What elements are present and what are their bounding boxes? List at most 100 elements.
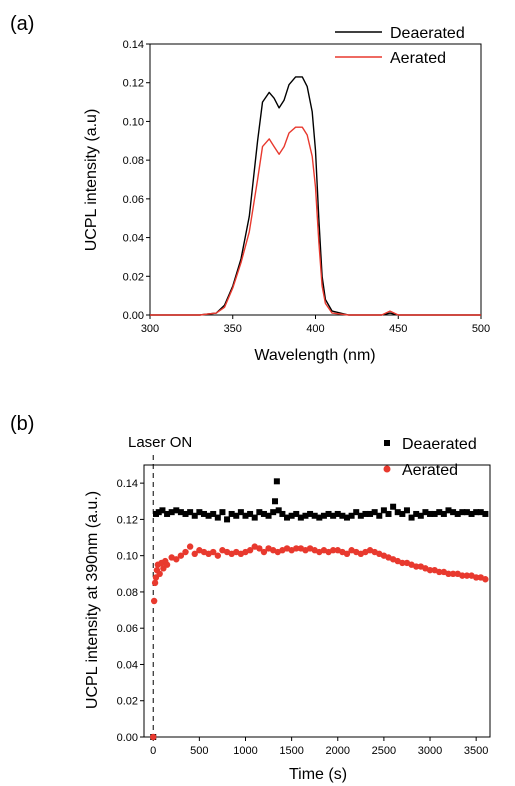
data-point-deaerated xyxy=(348,512,355,519)
data-point-deaerated xyxy=(477,509,484,516)
data-point-deaerated xyxy=(200,510,207,517)
data-point-deaerated xyxy=(214,514,221,521)
panel-a-y-tick-label: 0.02 xyxy=(123,271,144,283)
data-point-deaerated xyxy=(431,510,438,517)
data-point-deaerated xyxy=(228,510,235,517)
panel-a-x-tick-label: 500 xyxy=(472,323,490,335)
panel-b-x-tick-label: 500 xyxy=(190,745,208,757)
panel-b-x-tick-label: 2500 xyxy=(372,745,396,757)
data-point-deaerated xyxy=(473,509,480,516)
data-point-deaerated xyxy=(307,510,314,517)
panel-b-legend-marker-deaerated xyxy=(384,440,390,446)
data-point-deaerated xyxy=(334,510,341,517)
data-point-aerated xyxy=(191,550,198,558)
data-point-deaerated xyxy=(353,509,360,516)
panel-a-label: (a) xyxy=(10,13,34,35)
data-point-aerated xyxy=(293,545,300,552)
data-point-aerated xyxy=(156,570,163,577)
panel-b-y-axis-title: UCPL intensity at 390nm (a.u.) xyxy=(84,491,101,709)
data-point-deaerated xyxy=(168,509,175,516)
panel-b-x-tick-label: 3500 xyxy=(464,745,488,757)
data-point-deaerated xyxy=(270,509,277,516)
panel-b-x-tick-label: 1000 xyxy=(233,745,257,757)
data-point-deaerated xyxy=(297,514,304,521)
data-point-aerated xyxy=(246,547,254,554)
panel-b-legend-label-aerated: Aerated xyxy=(402,462,458,479)
data-point-deaerated xyxy=(311,512,318,519)
data-point-deaerated xyxy=(427,510,434,517)
data-point-aerated xyxy=(151,579,159,587)
data-point-deaerated xyxy=(371,509,378,516)
panel-a-y-tick-label: 0.14 xyxy=(123,39,144,51)
panel-b-x-tick-label: 3000 xyxy=(418,745,442,757)
data-point-deaerated xyxy=(320,512,327,519)
data-point-deaerated xyxy=(463,509,470,516)
data-point-deaerated xyxy=(251,514,258,521)
data-point-deaerated xyxy=(173,507,180,514)
data-point-deaerated xyxy=(191,512,198,519)
data-point-deaerated xyxy=(260,510,267,517)
panel-a-x-tick-label: 300 xyxy=(141,323,159,335)
data-point-deaerated xyxy=(325,510,332,517)
data-point-aerated xyxy=(182,548,189,556)
data-point-deaerated xyxy=(237,509,244,516)
data-point-deaerated xyxy=(390,503,397,510)
data-point-deaerated xyxy=(182,510,189,517)
data-point-deaerated xyxy=(205,512,212,519)
panel-b-y-tick-label: 0.14 xyxy=(117,478,138,490)
data-point-deaerated xyxy=(275,507,282,514)
panel-a-y-tick-label: 0.12 xyxy=(123,78,144,90)
data-point-deaerated xyxy=(454,510,461,517)
panel-a-x-ticks: 300 350 400 450 500 xyxy=(141,315,490,335)
data-point-deaerated xyxy=(385,510,392,517)
data-point-deaerated xyxy=(177,509,184,516)
data-point-deaerated xyxy=(367,510,374,517)
data-point-aerated xyxy=(177,552,185,559)
data-point-deaerated xyxy=(256,509,263,516)
panel-b-y-tick-label: 0.06 xyxy=(117,623,138,635)
data-point-aerated xyxy=(210,548,217,556)
panel-b-x-ticks: 0 500 1000 1500 2000 2500 3000 3500 xyxy=(150,737,488,757)
data-point-deaerated xyxy=(247,510,254,517)
panel-b-plot-frame xyxy=(143,464,491,738)
panel-b-legend-marker-aerated xyxy=(383,465,391,473)
data-point-deaerated xyxy=(362,510,369,517)
data-point-aerated xyxy=(150,597,158,605)
data-point-aerated xyxy=(214,552,222,559)
panel-a: (a) 300 350 400 450 500 0.00 0.02 0.04 0.06 0.08… xyxy=(10,13,490,364)
panel-a-y-tick-label: 0.10 xyxy=(123,116,144,128)
panel-a-x-tick-label: 350 xyxy=(224,323,242,335)
data-point-aerated xyxy=(173,556,180,563)
laser-on-annotation: Laser ON xyxy=(128,434,192,451)
panel-a-x-axis-title: Wavelength (nm) xyxy=(254,347,375,364)
panel-a-legend-label-deaerated: Deaerated xyxy=(390,25,465,42)
panel-b-y-tick-label: 0.04 xyxy=(117,659,138,671)
data-point-deaerated xyxy=(155,509,162,516)
data-point-aerated xyxy=(329,547,337,554)
data-point-aerated xyxy=(260,548,268,556)
panel-b-x-tick-label: 2000 xyxy=(326,745,350,757)
panel-a-y-tick-label: 0.04 xyxy=(123,233,144,245)
data-point-deaerated xyxy=(316,514,323,521)
panel-b-series xyxy=(150,478,489,741)
panel-a-series xyxy=(150,76,481,316)
data-point-deaerated xyxy=(242,512,249,519)
data-point-deaerated xyxy=(436,509,443,516)
data-point-deaerated xyxy=(417,512,424,519)
data-point-deaerated xyxy=(343,514,350,521)
panel-b: (b) 0 500 1000 1500 2000 2500 3000 3500 0.000.0… xyxy=(10,413,491,783)
data-point-deaerated xyxy=(219,509,226,516)
data-point-deaerated xyxy=(445,507,452,514)
data-point-deaerated xyxy=(482,510,489,517)
panel-a-legend-label-aerated: Aerated xyxy=(390,50,446,67)
data-point-deaerated xyxy=(265,512,272,519)
data-point-deaerated xyxy=(408,514,415,521)
data-point-deaerated xyxy=(159,507,166,514)
panel-a-x-tick-label: 400 xyxy=(306,323,324,335)
data-point-aerated xyxy=(445,570,452,577)
panel-b-x-axis-title: Time (s) xyxy=(289,766,347,783)
data-point-aerated xyxy=(186,543,194,550)
panel-b-y-tick-label: 0.10 xyxy=(117,551,138,563)
panel-b-y-ticks: 0.00 0.02 0.04 0.06 0.08 0.10 0.12 0.14 xyxy=(117,478,144,744)
